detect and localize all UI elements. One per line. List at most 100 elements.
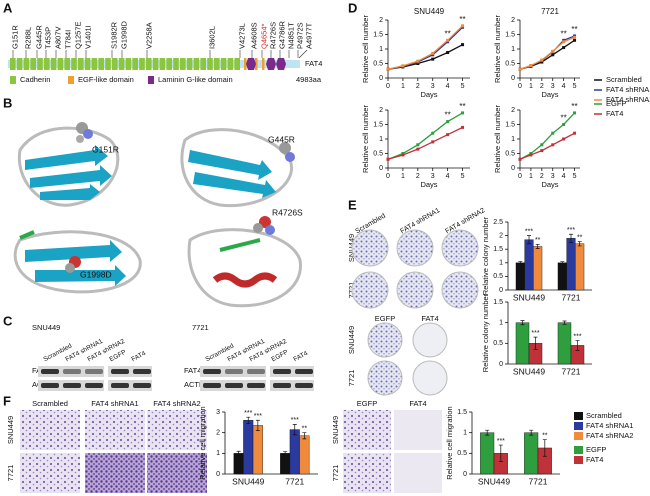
- point: [540, 143, 544, 147]
- cadherin-domain: [23, 58, 30, 70]
- x-tick-label: 3: [551, 173, 555, 180]
- legend-swatch: [574, 446, 583, 454]
- y-tick-label: 1.5: [493, 299, 503, 306]
- significance: ***: [497, 438, 505, 445]
- y-tick-label: 2: [379, 17, 383, 24]
- y-tick-label: 1: [379, 46, 383, 53]
- point: [461, 125, 465, 129]
- migration-image: [343, 453, 391, 493]
- mutation-label: I3602L: [207, 26, 216, 49]
- band: [85, 383, 103, 388]
- band: [41, 369, 59, 374]
- egf-domain: [262, 58, 265, 70]
- x-tick-label: SNU449: [232, 476, 264, 486]
- y-tick-label: 0: [463, 471, 467, 478]
- bar: [480, 432, 495, 475]
- x-tick-label: SNU449: [513, 292, 545, 302]
- y-tick-label: 1: [499, 320, 503, 327]
- migration-image: [20, 410, 80, 450]
- point: [461, 43, 465, 47]
- mutation-label: G151R: [10, 25, 19, 49]
- column-label: FAT4: [421, 314, 438, 323]
- migration-image: [394, 453, 442, 493]
- mutation-label: G4786R: [277, 20, 286, 49]
- bar: [533, 246, 543, 291]
- mutation-label: Q1257E: [73, 21, 82, 49]
- error-bar: [542, 439, 547, 457]
- cadherin-domain: [234, 58, 240, 70]
- cell-line: SNU449: [32, 323, 60, 332]
- point: [461, 24, 465, 28]
- point: [416, 59, 420, 63]
- mutation-label: A4977T: [304, 22, 313, 49]
- y-tick-label: 0: [379, 165, 383, 172]
- error-bar: [535, 243, 540, 250]
- mutation-label: A4608S: [249, 22, 258, 49]
- cadherin-domain: [16, 58, 23, 70]
- y-axis-label: Relative cell number: [361, 15, 370, 83]
- y-tick-label: 0.5: [505, 60, 515, 67]
- cadherin-domain: [57, 58, 64, 70]
- point: [573, 35, 577, 39]
- x-tick-label: 5: [573, 83, 577, 90]
- x-tick-label: 1: [401, 173, 405, 180]
- migration-image: [394, 410, 442, 450]
- band: [247, 369, 265, 374]
- cadherin-domain: [91, 58, 98, 70]
- x-tick-label: 4: [562, 173, 566, 180]
- y-tick-label: 2: [511, 107, 515, 114]
- y-tick-label: 0.5: [505, 150, 515, 157]
- cadherin-domain: [180, 58, 186, 70]
- cadherin-domain: [50, 58, 57, 70]
- cadherin-domain: [10, 58, 16, 70]
- point: [518, 67, 522, 71]
- point: [446, 50, 450, 54]
- error-bar: [302, 432, 307, 440]
- line: [519, 132, 575, 160]
- point: [431, 57, 435, 61]
- y-tick-label: 1: [511, 46, 515, 53]
- colony-plate: [441, 271, 479, 309]
- cadherin-domain: [159, 58, 166, 70]
- legend-swatch: [148, 76, 154, 84]
- significance: **: [542, 433, 548, 440]
- cadherin-domain: [139, 58, 145, 70]
- point: [551, 131, 555, 135]
- y-tick-label: 1: [499, 260, 503, 267]
- point: [518, 157, 522, 161]
- mutation-label: G1998D: [80, 269, 112, 279]
- bar: [515, 262, 525, 291]
- significance: ***: [254, 413, 262, 420]
- y-tick-label: 0: [511, 165, 515, 172]
- point: [386, 157, 390, 161]
- cadherin-domain: [173, 58, 179, 70]
- panel-label: F: [3, 393, 11, 408]
- y-tick-label: 0.5: [373, 150, 383, 157]
- cadherin-domain: [105, 58, 111, 70]
- legend-label: EGF-like domain: [78, 75, 134, 84]
- panel-label: E: [348, 197, 357, 212]
- legend-label: FAT4: [586, 455, 603, 464]
- band: [225, 383, 243, 388]
- band: [273, 383, 291, 388]
- point: [562, 40, 566, 44]
- y-axis-label: Relative colony number: [481, 216, 490, 295]
- laminin-domain: [246, 58, 256, 70]
- y-tick-label: 1.5: [505, 121, 515, 128]
- band: [63, 369, 81, 374]
- error-bar: [533, 336, 538, 350]
- cadherin-domain: [227, 58, 234, 70]
- error-bar: [560, 261, 565, 265]
- point: [431, 131, 435, 135]
- blot: [108, 380, 152, 391]
- significance: **: [571, 25, 577, 34]
- band: [203, 383, 221, 388]
- cadherin-domain: [166, 58, 172, 70]
- y-tick-label: 0.5: [373, 60, 383, 67]
- cadherin-domain: [152, 58, 159, 70]
- y-tick-label: 3: [216, 409, 220, 416]
- legend-swatch: [574, 412, 583, 420]
- laminin-domain: [276, 58, 286, 70]
